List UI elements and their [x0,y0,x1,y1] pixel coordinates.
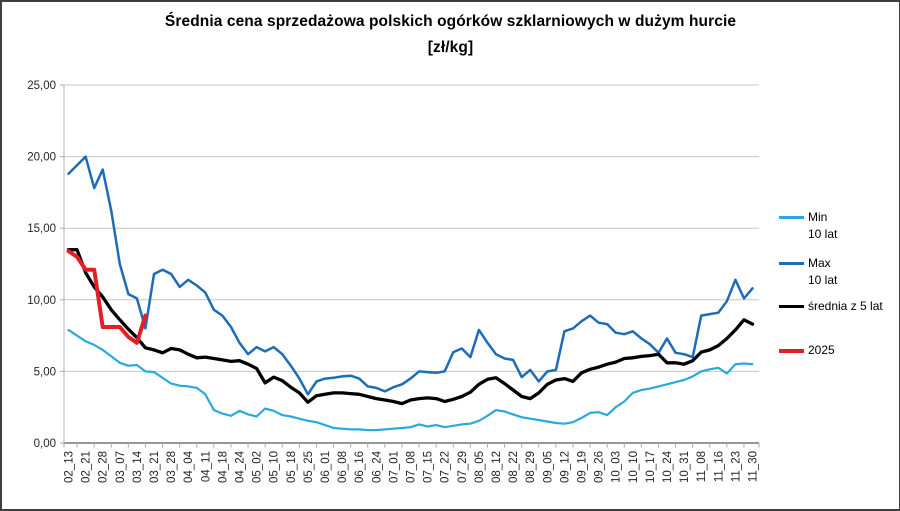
x-tick-label: 11_08 [696,451,708,482]
x-tick-label: 02_21 [81,451,93,483]
y-tick-label: 5,00 [34,366,56,378]
x-tick-label: 07_22 [440,451,452,483]
legend-text-2025: 2025 [808,342,835,359]
legend-text-avg: średnia z 5 lat [808,298,883,315]
legend-label-min: Min [808,210,828,224]
x-tick-label: 03_14 [132,450,144,483]
y-tick-label: 15,00 [27,223,56,235]
x-tick-label: 11_23 [730,451,742,482]
legend-sublabel-max: 10 lat [808,273,838,287]
x-tick-label: 06_16 [354,451,366,483]
x-tick-label: 08_22 [508,451,520,483]
series-avg-line [66,248,755,406]
x-tick-label: 08_12 [491,451,503,483]
x-tick-label: 09_12 [559,451,571,483]
x-tick-label: 07_29 [457,451,469,483]
x-tick-label: 11_16 [713,451,725,482]
y-tick-label: 25,00 [27,80,56,92]
x-tick-label: 08_29 [525,451,537,483]
x-tick-label: 07_01 [388,451,400,483]
x-tick-label: 04_24 [235,450,247,483]
x-tick-label: 05_25 [303,451,315,483]
legend-text-min: Min 10 lat [808,209,837,243]
x-tick-label: 04_04 [183,450,195,483]
y-tick-label: 10,00 [27,295,56,307]
legend-item-max: Max 10 lat [779,255,837,289]
chart-title-line1: Średnia cena sprzedażowa polskich ogórkó… [164,13,737,30]
x-tick-label: 06_24 [371,450,383,483]
legend-label-2025: 2025 [808,343,835,357]
x-tick-label: 06_01 [320,451,332,483]
series-min-line [67,328,754,432]
legend-swatch-min [779,216,804,219]
x-tick-label: 09_05 [542,451,554,483]
x-tick-label: 03_07 [115,451,127,483]
legend-item-min: Min 10 lat [779,209,837,243]
x-tick-label: 05_18 [286,451,298,483]
legend-item-2025: 2025 [779,342,835,359]
x-tick-label: 06_08 [337,451,349,483]
legend-swatch-max [779,262,804,265]
x-tick-label: 02_13 [64,451,76,483]
x-tick-label: 10_17 [645,451,657,483]
x-tick-label: 03_28 [166,451,178,483]
legend-sublabel-min: 10 lat [808,227,838,241]
legend-label-max: Max [808,256,831,270]
legend-item-avg: średnia z 5 lat [779,298,883,315]
x-tick-label: 07_08 [406,451,418,483]
series-y2025-line [66,249,148,345]
x-tick-label: 04_11 [200,451,212,482]
x-tick-label: 09_19 [577,451,589,483]
x-tick-label: 10_03 [611,451,623,483]
x-tick-label: 05_10 [269,451,281,483]
x-tick-label: 11_30 [748,451,760,482]
y-tick-label: 0,00 [34,438,56,450]
legend-swatch-2025 [779,349,804,353]
y-tick-label: 20,00 [27,152,56,164]
x-tick-label: 10_24 [662,450,674,483]
legend-label-avg: średnia z 5 lat [808,299,883,313]
x-tick-label: 03_21 [149,451,161,483]
x-tick-label: 10_31 [679,451,691,483]
x-tick-label: 09_26 [594,451,606,483]
chart-title-line2: [zł/kg] [427,39,474,56]
x-tick-label: 10_10 [628,451,640,483]
legend: Min 10 lat Max 10 lat średnia z 5 lat 20… [779,2,897,509]
x-tick-label: 07_15 [423,451,435,483]
legend-swatch-avg [779,305,804,308]
series-max-line [67,155,754,396]
x-tick-label: 02_28 [98,451,110,483]
chart-title: Średnia cena sprzedażowa polskich ogórkó… [2,9,899,61]
x-tick-label: 04_18 [217,451,229,483]
x-tick-label: 05_02 [252,451,264,483]
x-tick-label: 08_05 [474,451,486,483]
legend-text-max: Max 10 lat [808,255,837,289]
